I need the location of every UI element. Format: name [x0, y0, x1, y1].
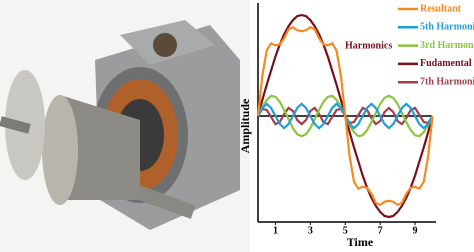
x-tick-label: 9	[413, 225, 418, 236]
x-tick-label: 1	[273, 225, 278, 236]
x-tick-label: 3	[308, 225, 313, 236]
annotation: Harmonics	[345, 40, 392, 51]
rotor-body	[60, 95, 140, 200]
legend-label: 5th Harmonic	[420, 22, 474, 33]
legend-label: 7th Harmonic	[420, 76, 474, 87]
rotor-end	[42, 95, 78, 205]
legend-label: Fudamental	[420, 58, 472, 69]
motor-photo	[0, 0, 250, 252]
x-tick-label: 7	[378, 225, 383, 236]
series-line	[256, 25, 434, 207]
x-axis-label: Time	[347, 235, 374, 249]
shaft-end	[134, 185, 196, 219]
legend-label: Resultant	[420, 3, 462, 14]
x-tick-label: 5	[343, 225, 348, 236]
shaft	[0, 116, 31, 134]
terminal-block	[153, 33, 177, 57]
y-axis-label: Amplitude	[238, 98, 252, 153]
legend-label: 3rd Harmonic	[420, 40, 474, 51]
